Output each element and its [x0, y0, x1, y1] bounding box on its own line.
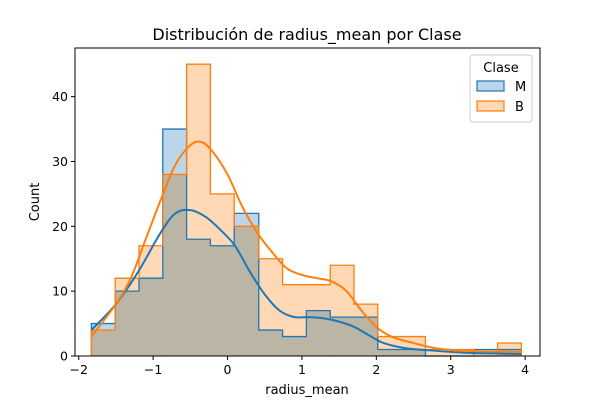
- x-tick-label: −2: [70, 362, 88, 377]
- bar: [138, 245, 163, 356]
- x-tick-label: 4: [521, 362, 529, 377]
- chart-title: Distribución de radius_mean por Clase: [152, 25, 461, 45]
- x-axis: −2 −1 0 1 2 3 4: [70, 356, 529, 377]
- x-tick-label: 0: [224, 362, 232, 377]
- x-tick-label: −1: [144, 362, 162, 377]
- legend-swatch-b: [476, 100, 505, 112]
- x-tick-label: 3: [447, 362, 455, 377]
- bar: [162, 174, 187, 356]
- plot-frame: [74, 47, 541, 357]
- y-axis-label: Count: [28, 183, 43, 222]
- y-tick-label: 40: [52, 89, 68, 104]
- bar: [354, 304, 378, 356]
- y-axis: 0 10 20 30 40: [52, 89, 75, 364]
- bar: [425, 349, 450, 356]
- bar: [234, 226, 259, 356]
- legend-label-m: M: [515, 80, 526, 95]
- bar: [377, 336, 402, 356]
- legend: Clase M B: [469, 54, 533, 123]
- y-tick-label: 30: [52, 154, 68, 169]
- x-tick-label: 1: [298, 362, 306, 377]
- legend-label-b: B: [515, 100, 524, 115]
- bar: [330, 265, 354, 356]
- bar: [282, 284, 307, 356]
- y-tick-label: 10: [52, 284, 68, 299]
- bars-b: [91, 64, 522, 357]
- plot-area: [90, 63, 523, 357]
- bar: [91, 330, 116, 356]
- legend-frame: [469, 54, 533, 123]
- y-tick-label: 0: [60, 349, 68, 364]
- kde-curve-m: [90, 208, 522, 356]
- y-tick-label: 20: [52, 219, 68, 234]
- bar: [186, 64, 211, 357]
- bar: [306, 284, 331, 356]
- bar: [210, 193, 235, 356]
- legend-title: Clase: [483, 61, 518, 76]
- x-tick-label: 2: [372, 362, 380, 377]
- bar: [258, 258, 283, 356]
- kde-curve-b: [90, 140, 522, 354]
- legend-swatch-m: [476, 80, 505, 92]
- x-axis-label: radius_mean: [265, 383, 349, 398]
